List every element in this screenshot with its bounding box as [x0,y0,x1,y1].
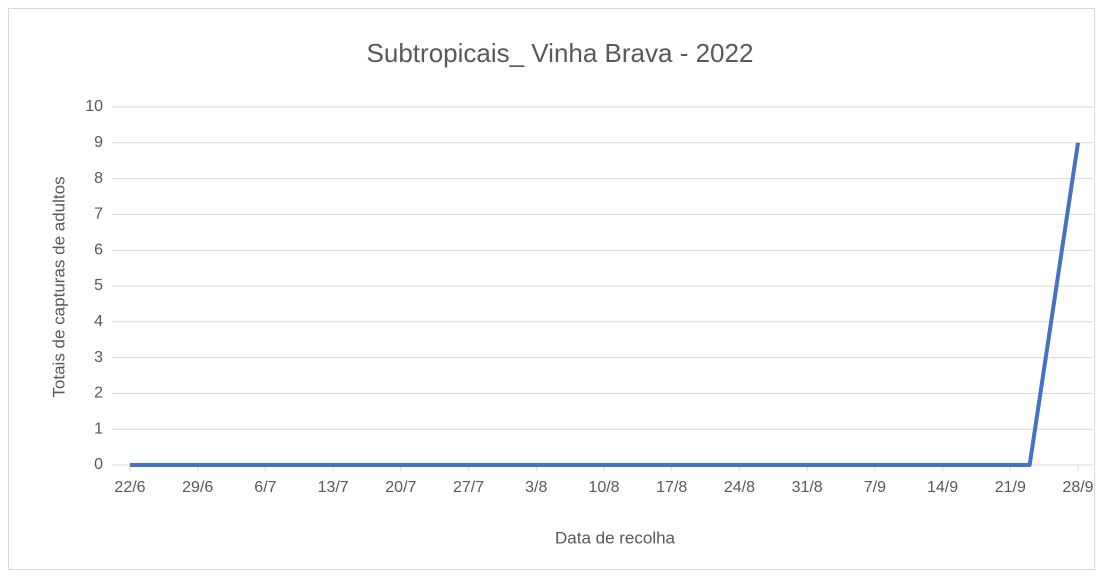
x-tick-label: 14/9 [927,479,958,496]
y-tick-label: 1 [94,420,103,437]
y-tick-label: 6 [94,241,103,258]
chart-border [8,8,1095,570]
y-tick-label: 0 [94,456,103,473]
x-tick-label: 13/7 [318,479,349,496]
x-tick-label: 29/6 [182,479,213,496]
x-tick-label: 28/9 [1062,479,1093,496]
y-tick-label: 9 [94,134,103,151]
x-tick-label: 21/9 [995,479,1026,496]
y-axis-label: Totais de capturas de adultos [49,176,68,397]
x-tick-label: 6/7 [254,479,276,496]
x-tick-label: 20/7 [385,479,416,496]
line-series [130,142,1080,467]
chart-title: Subtropicais_ Vinha Brava - 2022 [367,38,754,68]
x-tick-label: 31/8 [792,479,823,496]
x-tick-label: 3/8 [525,479,547,496]
x-tick-label: 17/8 [656,479,687,496]
x-tick-label: 27/7 [453,479,484,496]
y-tick-label: 2 [94,385,103,402]
y-tick-label: 5 [94,277,103,294]
y-tick-label: 10 [85,98,103,115]
x-tick-label: 24/8 [724,479,755,496]
y-tick-label: 7 [94,206,103,223]
y-tick-label: 4 [94,313,103,330]
x-axis-label: Data de recolha [555,528,676,547]
y-tick-label: 8 [94,170,103,187]
x-tick-label: 10/8 [588,479,619,496]
x-tick-label: 22/6 [114,479,145,496]
y-tick-label: 3 [94,349,103,366]
x-tick-label: 7/9 [864,479,886,496]
